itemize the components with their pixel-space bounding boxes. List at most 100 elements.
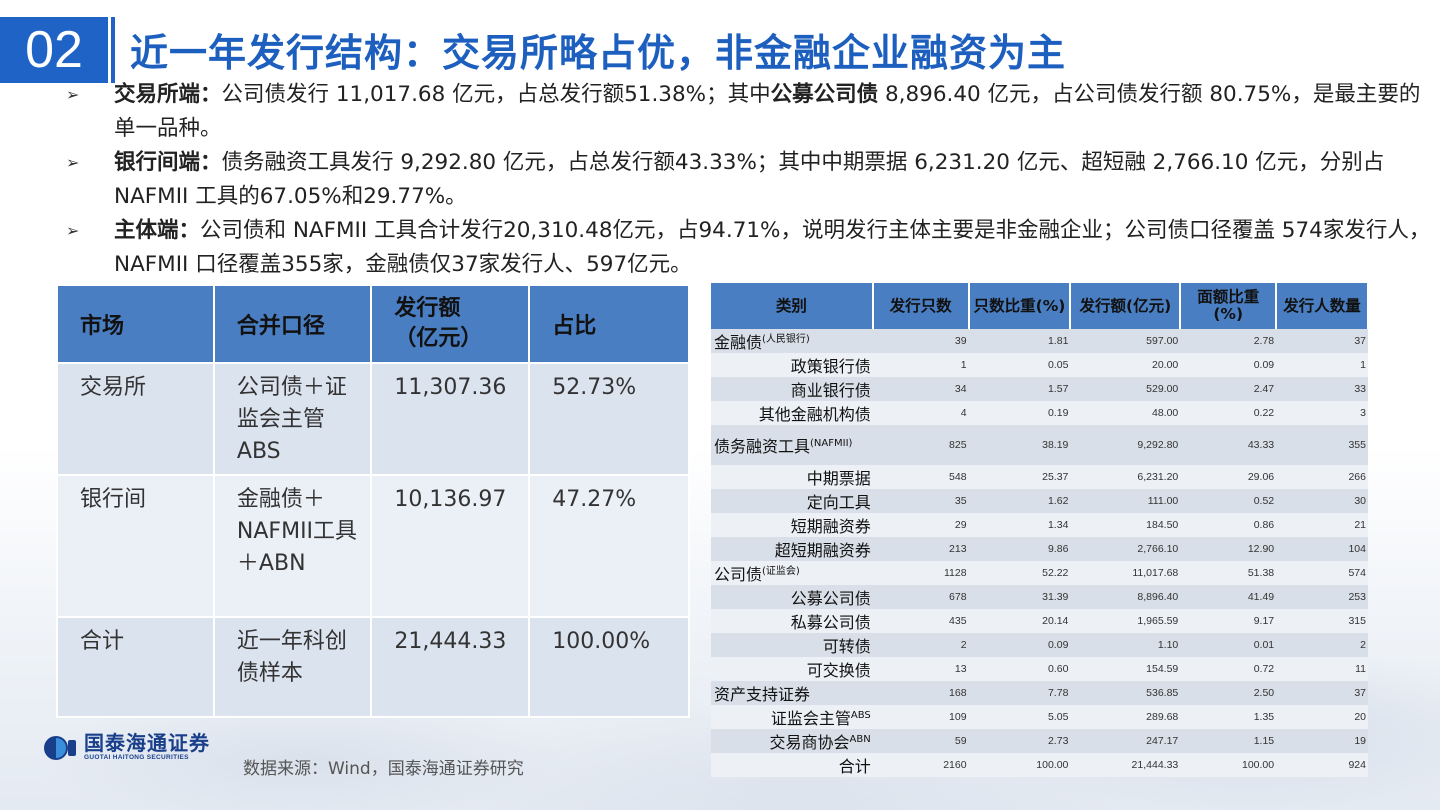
column-header: 发行额(亿元)	[1070, 283, 1182, 329]
table-cell: 825	[872, 425, 969, 465]
bullet-label: 银行间端：	[114, 150, 222, 175]
table-cell: 213	[872, 537, 969, 561]
company-logo: 国泰海通证券 GUOTAI HAITONG SECURITIES	[42, 733, 210, 762]
table-cell: 1.10	[1070, 633, 1181, 657]
table-cell: 银行间	[56, 474, 215, 618]
table-cell: 154.59	[1070, 657, 1181, 681]
column-header: 只数比重(%)	[968, 283, 1072, 329]
table-cell: 5.05	[968, 705, 1071, 729]
table-cell: 31.39	[968, 585, 1071, 609]
table-cell: 184.50	[1070, 513, 1181, 537]
data-source-note: 数据来源：Wind，国泰海通证券研究	[243, 759, 524, 779]
table-row: 银行间 金融债＋NAFMII工具＋ABN 10,136.97 47.27%	[56, 474, 690, 618]
table-cell: 266	[1276, 465, 1368, 489]
table-cell: 37	[1276, 681, 1368, 705]
table-cell: 52.22	[968, 561, 1071, 585]
table-row: 资产支持证券 168 7.78 536.85 2.50 37	[711, 681, 1368, 705]
table-row: 其他金融机构债 4 0.19 48.00 0.22 3	[711, 401, 1368, 425]
market-summary-table: 市场 合并口径 发行额 （亿元） 占比 交易所 公司债＋证监会主管ABS 11,…	[56, 284, 690, 718]
table-cell: 0.72	[1180, 657, 1277, 681]
table-cell: 8,896.40	[1070, 585, 1181, 609]
table-row: 交易商协会ABN 59 2.73 247.17 1.15 19	[711, 729, 1368, 753]
issuance-detail-table: 类别 发行只数 只数比重(%) 发行额(亿元) 面额比重(%) 发行人数量 金融…	[711, 283, 1369, 777]
category-note: (人民银行)	[762, 334, 810, 345]
bullet-text: 公司债发行 11,017.68 亿元，占总发行额51.38%；其中	[221, 82, 771, 107]
column-header: 市场	[56, 284, 215, 364]
table-cell: 2,766.10	[1070, 537, 1181, 561]
logo-text-en: GUOTAI HAITONG SECURITIES	[84, 754, 189, 761]
table-cell: 2.73	[968, 729, 1071, 753]
category-cell: 可转债	[711, 633, 873, 657]
page-title: 近一年发行结构：交易所略占优，非金融企业融资为主	[130, 31, 1067, 75]
bullet-text: 公司债和 NAFMII 工具合计发行20,310.48亿元，占94.71%，说明…	[114, 218, 1431, 277]
table-cell: 20.14	[968, 609, 1071, 633]
category-label: 定向工具	[806, 493, 871, 512]
table-cell: 7.78	[968, 681, 1071, 705]
table-cell: 37	[1276, 329, 1368, 353]
category-cell: 私募公司债	[711, 609, 873, 633]
category-label: 公司债	[714, 565, 763, 584]
category-cell: 交易商协会ABN	[711, 729, 873, 753]
table-row: 定向工具 35 1.62 111.00 0.52 30	[711, 489, 1368, 513]
category-label: 合计	[838, 757, 871, 776]
category-note: ABS	[850, 710, 871, 721]
category-cell: 资产支持证券	[711, 681, 873, 705]
table-cell: 29	[872, 513, 969, 537]
table-cell: 30	[1276, 489, 1368, 513]
table-cell: 924	[1276, 753, 1368, 777]
table-row: 可转债 2 0.09 1.10 0.01 2	[711, 633, 1368, 657]
table-row: 中期票据 548 25.37 6,231.20 29.06 266	[711, 465, 1368, 489]
table-row: 政策银行债 1 0.05 20.00 0.09 1	[711, 353, 1368, 377]
table-row: 合计 2160 100.00 21,444.33 100.00 924	[711, 753, 1368, 777]
category-cell: 金融债(人民银行)	[711, 329, 873, 353]
table-cell: 1,965.59	[1070, 609, 1181, 633]
table-cell: 21,444.33	[370, 616, 531, 718]
table-cell: 12.90	[1180, 537, 1277, 561]
table-row: 私募公司债 435 20.14 1,965.59 9.17 315	[711, 609, 1368, 633]
table-cell: 35	[872, 489, 969, 513]
category-label: 债务融资工具	[714, 437, 811, 456]
table-cell: 43.33	[1180, 425, 1277, 465]
table-cell: 0.01	[1180, 633, 1277, 657]
category-cell: 可交换债	[711, 657, 873, 681]
table-row: 可交换债 13 0.60 154.59 0.72 11	[711, 657, 1368, 681]
table-cell: 1.62	[968, 489, 1071, 513]
table-cell: 111.00	[1070, 489, 1181, 513]
table-cell: 1.57	[968, 377, 1071, 401]
category-cell: 合计	[711, 753, 873, 777]
table-cell: 6,231.20	[1070, 465, 1181, 489]
bullet-label: 交易所端：	[114, 82, 222, 107]
table-cell: 21	[1276, 513, 1368, 537]
category-label: 中期票据	[806, 469, 871, 488]
category-note: (证监会)	[762, 566, 800, 577]
table-cell: 11	[1276, 657, 1368, 681]
table-cell: 4	[872, 401, 969, 425]
table-cell: 59	[872, 729, 969, 753]
table-cell: 1	[1276, 353, 1368, 377]
table-cell: 3	[1276, 401, 1368, 425]
arrow-right-icon: ➢	[66, 85, 80, 104]
column-header: 面额比重(%)	[1180, 283, 1278, 329]
table-cell: 2	[1276, 633, 1368, 657]
category-cell: 公司债(证监会)	[711, 561, 873, 585]
table-cell: 合计	[56, 616, 215, 718]
category-cell: 中期票据	[711, 465, 873, 489]
section-number: 02	[0, 17, 108, 83]
table-cell: 536.85	[1070, 681, 1181, 705]
table-cell: 47.27%	[528, 474, 690, 618]
column-header: 占比	[528, 284, 690, 364]
table-cell: 38.19	[968, 425, 1071, 465]
table-cell: 1	[872, 353, 969, 377]
bullet-label: 主体端：	[114, 218, 201, 243]
table-row: 短期融资券 29 1.34 184.50 0.86 21	[711, 513, 1368, 537]
table-cell: 11,017.68	[1070, 561, 1181, 585]
logo-text-cn: 国泰海通证券	[84, 731, 210, 755]
table-cell: 34	[872, 377, 969, 401]
table-cell: 0.05	[968, 353, 1071, 377]
category-label: 交易商协会	[769, 733, 850, 752]
category-note: (NAFMII)	[810, 438, 853, 449]
category-label: 金融债	[714, 333, 763, 352]
category-cell: 债务融资工具(NAFMII)	[711, 425, 873, 465]
table-cell: 0.09	[968, 633, 1071, 657]
bullet-item: ➢ 交易所端：公司债发行 11,017.68 亿元，占总发行额51.38%；其中…	[66, 78, 1440, 146]
